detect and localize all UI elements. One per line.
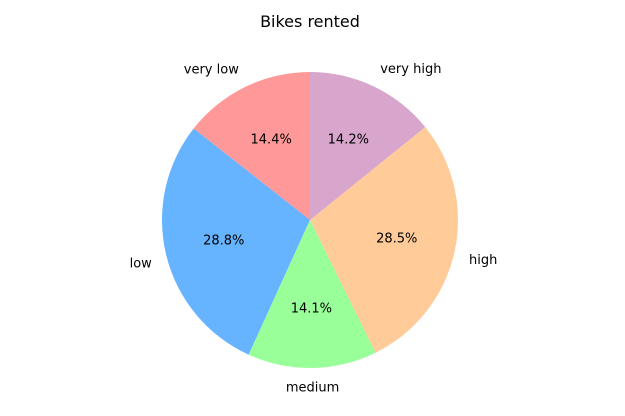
- slice-label: high: [469, 253, 497, 268]
- slice-percent-label: 14.2%: [328, 132, 369, 147]
- pie-slice-very-high: [310, 72, 426, 220]
- chart-title: Bikes rented: [260, 12, 360, 31]
- slice-percent-label: 28.5%: [376, 232, 417, 247]
- pie-slice-low: [162, 128, 310, 355]
- slice-percent-label: 14.4%: [251, 133, 292, 148]
- slice-label: very low: [184, 63, 239, 78]
- pie-slice-medium: [248, 220, 376, 368]
- pie-labels: very low 14.4% low 28.8% medium 14.1% high 28.5…: [130, 62, 498, 395]
- pie-slices: [162, 72, 458, 368]
- slice-percent-label: 14.1%: [291, 301, 332, 316]
- slice-label: very high: [380, 62, 441, 77]
- pie-slice-high: [310, 127, 458, 353]
- pie-slice-very-low: [193, 72, 310, 220]
- slice-percent-label: 28.8%: [203, 234, 244, 249]
- slice-label: medium: [286, 381, 339, 396]
- slice-label: low: [130, 256, 153, 271]
